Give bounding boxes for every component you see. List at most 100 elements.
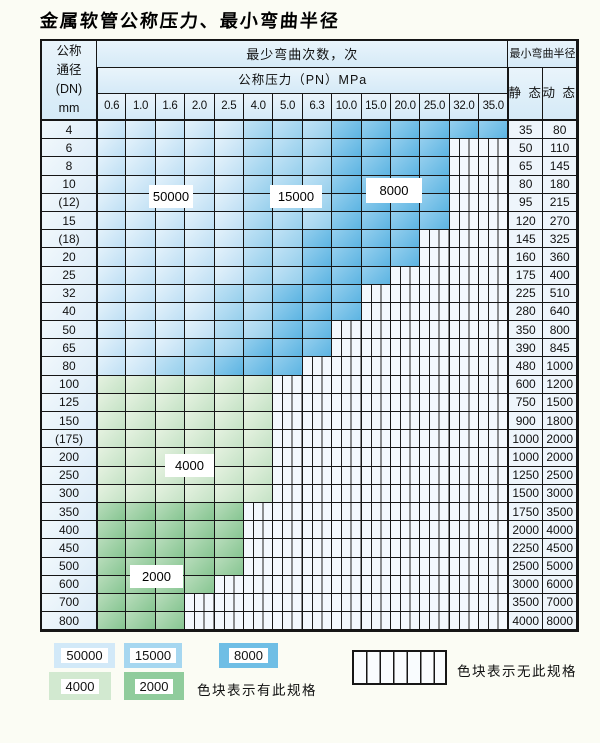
spec-cell <box>420 484 450 503</box>
spec-cell <box>479 302 509 322</box>
dn-cell: 4 <box>42 121 97 140</box>
spec-cell <box>185 211 215 231</box>
spec-cell <box>361 211 391 231</box>
spec-cell <box>449 521 480 540</box>
spec-cell <box>214 139 244 158</box>
no-spec-hatch-swatch <box>352 650 447 685</box>
cycle-count-label-50000: 50000 <box>149 185 193 208</box>
pressure-value-header: 2.5 <box>214 94 244 121</box>
legend-has-spec-note: 色块表示有此规格 <box>197 683 317 698</box>
spec-cell <box>420 412 450 431</box>
dynamic-radius-value: 8000 <box>542 612 578 631</box>
static-radius-value: 2000 <box>508 521 543 540</box>
spec-cell <box>273 139 303 158</box>
spec-cell <box>97 557 127 576</box>
spec-cell <box>214 484 244 503</box>
spec-cell <box>243 539 274 558</box>
spec-cell <box>243 393 274 412</box>
spec-cell <box>97 139 127 158</box>
pressure-value-header: 1.6 <box>155 94 186 121</box>
spec-cell <box>97 211 127 231</box>
spec-cell <box>97 175 127 194</box>
spec-cell <box>185 321 215 340</box>
spec-cell <box>479 230 509 249</box>
spec-cell <box>420 466 450 485</box>
spec-cell <box>185 502 215 522</box>
static-radius-value: 80 <box>508 175 543 194</box>
spec-cell <box>449 466 480 485</box>
spec-cell <box>126 302 156 322</box>
pressure-value-header: 0.6 <box>97 94 127 121</box>
spec-cell <box>479 175 509 194</box>
spec-cell <box>302 139 333 158</box>
dynamic-radius-value: 2500 <box>542 466 578 485</box>
spec-cell <box>214 175 244 194</box>
spec-cell <box>243 266 274 285</box>
spec-cell <box>420 248 450 267</box>
spec-cell <box>420 139 450 158</box>
static-radius-value: 65 <box>508 157 543 176</box>
spec-cell <box>155 484 186 503</box>
dynamic-radius-value: 7000 <box>542 593 578 613</box>
spec-cell <box>155 266 186 285</box>
spec-cell <box>479 157 509 176</box>
spec-cell <box>361 230 391 249</box>
spec-cell <box>390 230 421 249</box>
spec-cell <box>243 157 274 176</box>
spec-cell <box>390 284 421 303</box>
spec-cell <box>420 539 450 558</box>
spec-cell <box>243 612 274 631</box>
spec-cell <box>97 230 127 249</box>
spec-cell <box>332 157 362 176</box>
spec-cell <box>361 430 391 449</box>
spec-cell <box>214 557 244 576</box>
spec-cell <box>126 284 156 303</box>
static-radius-value: 175 <box>508 266 543 285</box>
spec-cell <box>479 575 509 594</box>
spec-cell <box>185 375 215 394</box>
pressure-value-header: 4.0 <box>243 94 274 121</box>
spec-cell <box>420 502 450 522</box>
dn-cell: 25 <box>42 266 97 285</box>
spec-cell <box>155 121 186 140</box>
spec-cell <box>97 266 127 285</box>
spec-cell <box>332 393 362 412</box>
spec-cell <box>449 266 480 285</box>
spec-cell <box>273 612 303 631</box>
pressure-value-header: 32.0 <box>449 94 480 121</box>
dynamic-radius-value: 4500 <box>542 539 578 558</box>
spec-cell <box>420 393 450 412</box>
spec-cell <box>214 466 244 485</box>
spec-cell <box>214 357 244 376</box>
spec-cell <box>126 248 156 267</box>
spec-cell <box>479 284 509 303</box>
spec-cell <box>126 612 156 631</box>
legend-swatch-value: 15000 <box>129 648 177 663</box>
spec-cell <box>302 357 333 376</box>
legend-swatch-4000: 4000 <box>49 672 111 700</box>
static-radius-value: 225 <box>508 284 543 303</box>
dynamic-radius-value: 360 <box>542 248 578 267</box>
spec-cell <box>273 211 303 231</box>
spec-cell <box>449 139 480 158</box>
spec-cell <box>155 230 186 249</box>
spec-cell <box>361 248 391 267</box>
dynamic-radius-value: 1500 <box>542 393 578 412</box>
spec-cell <box>214 248 244 267</box>
spec-cell <box>302 248 333 267</box>
spec-cell <box>126 412 156 431</box>
spec-cell <box>185 121 215 140</box>
spec-cell <box>243 139 274 158</box>
spec-cell <box>185 339 215 358</box>
spec-cell <box>243 230 274 249</box>
spec-cell <box>332 539 362 558</box>
spec-cell <box>273 393 303 412</box>
spec-cell <box>273 575 303 594</box>
spec-cell <box>273 248 303 267</box>
spec-cell <box>97 321 127 340</box>
spec-cell <box>302 321 333 340</box>
legend-swatch-2000: 2000 <box>124 672 184 700</box>
spec-cell <box>273 521 303 540</box>
dn-cell: 20 <box>42 248 97 267</box>
dn-cell: (12) <box>42 193 97 212</box>
